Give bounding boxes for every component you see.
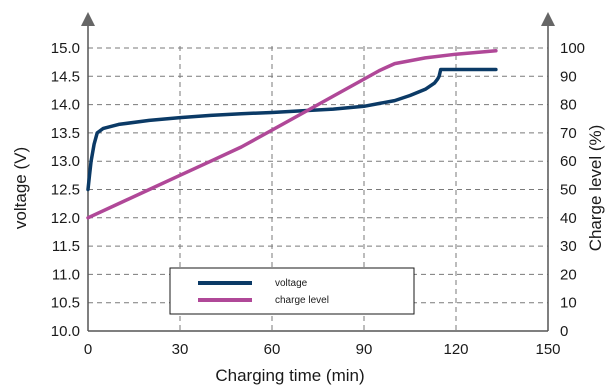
x-axis-title: Charging time (min) xyxy=(215,366,364,385)
series-line-charge-level xyxy=(86,49,498,220)
tick-labels: 10.0 10.5 11.0 11.5 12.0 12.5 13.0 13.5 14.0 14.5… xyxy=(51,40,585,358)
legend: voltage charge level xyxy=(169,267,415,315)
x-tick-label: 60 xyxy=(264,341,281,358)
right-tick-label: 0 xyxy=(560,323,568,340)
left-tick-label: 11.0 xyxy=(52,266,80,283)
legend-label-charge-level: charge level xyxy=(275,295,329,306)
right-tick-label: 60 xyxy=(560,153,577,170)
axes xyxy=(81,12,555,332)
left-tick-label: 15.0 xyxy=(51,40,80,57)
x-tick-label: 30 xyxy=(172,341,189,358)
left-tick-label: 14.5 xyxy=(51,68,80,85)
right-tick-label: 20 xyxy=(560,266,577,283)
right-tick-label: 90 xyxy=(560,68,577,85)
right-tick-label: 10 xyxy=(560,295,577,312)
left-tick-label: 12.0 xyxy=(51,210,80,227)
right-axis-arrow xyxy=(541,12,555,26)
left-tick-label: 12.5 xyxy=(51,182,80,199)
left-axis-arrow xyxy=(81,12,95,26)
series-lines xyxy=(86,49,498,220)
left-tick-label: 14.0 xyxy=(51,97,80,114)
series-line-voltage xyxy=(86,67,498,192)
x-tick-label: 90 xyxy=(356,341,373,358)
left-tick-label: 10.5 xyxy=(51,295,80,312)
x-tick-label: 120 xyxy=(443,341,468,358)
right-tick-label: 40 xyxy=(560,210,577,227)
right-tick-label: 30 xyxy=(560,238,577,255)
left-axis-title: voltage (V) xyxy=(11,147,30,229)
right-tick-label: 50 xyxy=(560,182,577,199)
right-axis-title: Charge level (%) xyxy=(586,125,605,252)
legend-box xyxy=(169,267,415,315)
right-tick-label: 80 xyxy=(560,97,577,114)
right-tick-label: 70 xyxy=(560,125,577,142)
legend-label-voltage: voltage xyxy=(275,278,308,289)
x-tick-label: 150 xyxy=(535,341,560,358)
left-tick-label: 10.0 xyxy=(51,323,80,340)
right-tick-label: 100 xyxy=(560,40,585,57)
left-tick-label: 11.5 xyxy=(52,238,80,255)
left-tick-label: 13.0 xyxy=(51,153,80,170)
left-tick-label: 13.5 xyxy=(51,125,80,142)
x-tick-label: 0 xyxy=(84,341,92,358)
